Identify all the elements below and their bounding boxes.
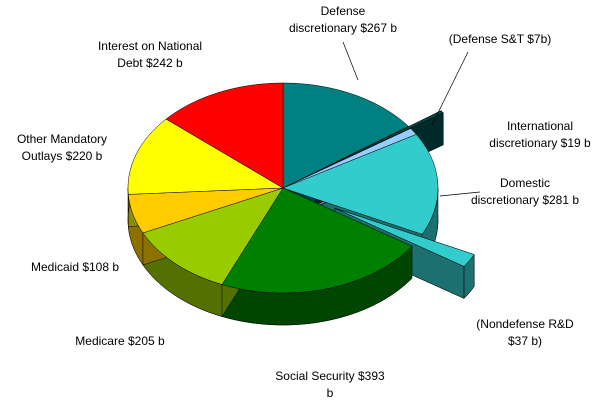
leader-line <box>342 41 359 81</box>
label-line: b <box>327 386 334 400</box>
leader-line <box>431 51 469 126</box>
slice-label: Social Security $393 b <box>275 369 385 400</box>
slice <box>315 110 444 173</box>
slice <box>165 82 284 189</box>
label-line: discretionary $267 b <box>289 21 397 35</box>
slice <box>282 134 439 235</box>
slice-label: (Defense S&T $7b) <box>449 32 552 46</box>
slice-label: Interest on National Debt $242 b <box>98 39 202 70</box>
label-line: Domestic <box>500 176 550 190</box>
slice <box>142 187 284 285</box>
label-line: Medicare $205 b <box>75 334 165 348</box>
label-line: International <box>507 119 573 133</box>
label-line: $37 b) <box>508 334 542 348</box>
slice-label: Medicare $205 b <box>75 334 165 348</box>
label-line: Social Security $393 <box>275 369 385 383</box>
label-line: Defense <box>321 4 366 18</box>
slice-label: (Nondefense R&D $37 b) <box>476 317 574 348</box>
slice <box>128 187 284 234</box>
slice-label: Other Mandatory Outlays $220 b <box>17 132 107 163</box>
slice-label: Defense discretionary $267 b <box>289 4 397 35</box>
label-line: (Defense S&T $7b) <box>449 32 552 46</box>
label-line: (Nondefense R&D <box>476 317 574 331</box>
label-line: Outlays $220 b <box>22 149 103 163</box>
label-line: Medicaid $108 b <box>31 260 119 274</box>
leader-line <box>439 191 481 197</box>
label-line: discretionary $281 b <box>471 193 579 207</box>
slice <box>282 82 409 189</box>
slice <box>127 118 284 195</box>
slice <box>221 187 413 294</box>
slice-label: Medicaid $108 b <box>31 260 119 274</box>
slice-label: Domestic discretionary $281 b <box>471 176 579 207</box>
label-line: discretionary $19 b <box>489 136 591 150</box>
slice <box>334 208 475 267</box>
label-line: Other Mandatory <box>17 132 107 146</box>
slice-label: International discretionary $19 b <box>489 119 591 150</box>
label-line: Interest on National <box>98 39 202 53</box>
label-line: Debt $242 b <box>117 56 183 70</box>
